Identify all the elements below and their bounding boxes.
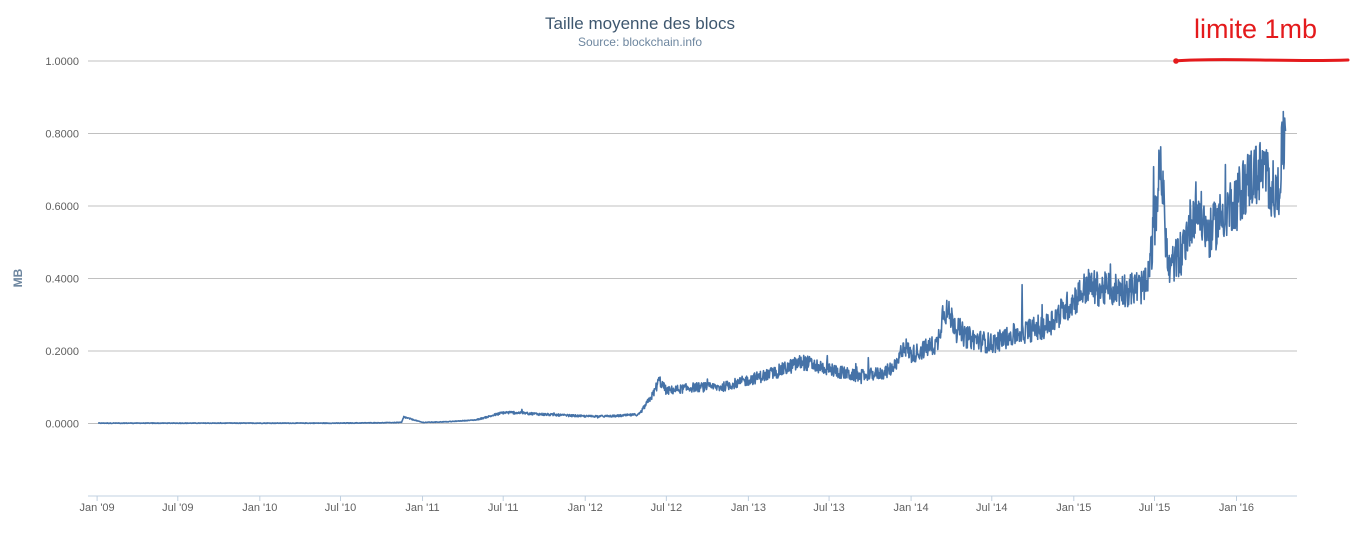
x-tick-label: Jan '15: [1056, 502, 1091, 514]
x-tick-label: Jul '11: [488, 502, 519, 514]
x-tick-label: Jan '16: [1219, 502, 1254, 514]
x-tick-label: Jul '13: [813, 502, 844, 514]
x-tick-label: Jan '13: [731, 502, 766, 514]
x-tick-label: Jan '12: [568, 502, 603, 514]
x-tick-label: Jul '10: [325, 502, 356, 514]
x-tick-label: Jul '15: [1139, 502, 1170, 514]
y-axis-title: MB: [11, 268, 25, 287]
x-tick-label: Jul '12: [651, 502, 682, 514]
x-tick-label: Jul '14: [976, 502, 1007, 514]
series-line: [97, 110, 1287, 425]
y-tick-label: 1.0000: [45, 56, 79, 68]
annotation-underline: [1173, 58, 1350, 63]
y-tick-label: 0.2000: [45, 346, 79, 358]
y-tick-label: 0.6000: [45, 201, 79, 213]
y-tick-label: 0.8000: [45, 129, 79, 141]
annotation-end-dot: [1173, 58, 1179, 64]
y-tick-label: 0.0000: [45, 419, 79, 431]
chart-title: Taille moyenne des blocs: [545, 14, 735, 33]
x-tick-label: Jul '09: [162, 502, 193, 514]
y-tick-label: 0.4000: [45, 274, 79, 286]
x-tick-label: Jan '10: [242, 502, 277, 514]
x-tick-label: Jan '09: [80, 502, 115, 514]
x-tick-label: Jan '11: [405, 502, 439, 514]
x-tick-label: Jan '14: [894, 502, 929, 514]
chart-subtitle: Source: blockchain.info: [577, 35, 703, 49]
annotation-text: limite 1mb: [1194, 14, 1318, 44]
